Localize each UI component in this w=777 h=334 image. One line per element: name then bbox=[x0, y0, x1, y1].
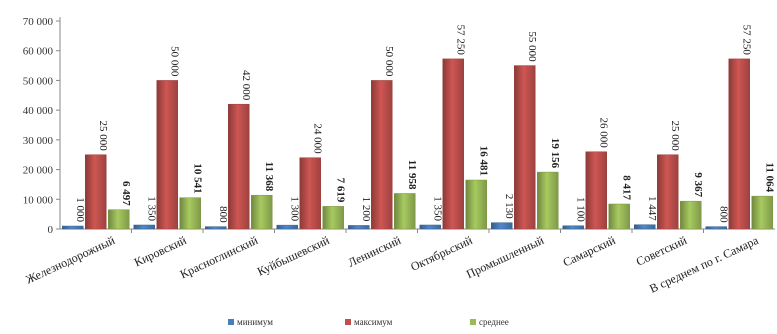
bar-maximum bbox=[371, 80, 393, 230]
data-label: 1 100 bbox=[574, 197, 586, 222]
bar-maximum bbox=[85, 154, 107, 230]
data-label: 1 350 bbox=[145, 196, 157, 221]
data-label: 25 000 bbox=[669, 120, 681, 151]
y-tick-label: 60 000 bbox=[23, 46, 54, 58]
y-tick-label: 50 000 bbox=[23, 75, 54, 87]
category-labels-layer: Железнодорожный КировскийКрасноглинскийКу… bbox=[23, 233, 761, 296]
data-label: 7 619 bbox=[334, 178, 346, 203]
bar-average bbox=[394, 193, 416, 230]
category-label: Ленинский bbox=[346, 233, 404, 270]
bar-average bbox=[465, 179, 487, 230]
data-label: 1 000 bbox=[74, 197, 86, 222]
data-label: 9 367 bbox=[692, 172, 704, 197]
category-label: Куйбышевский bbox=[255, 233, 332, 279]
legend-swatch bbox=[470, 319, 476, 325]
data-label: 800 bbox=[717, 206, 729, 223]
data-label: 57 250 bbox=[454, 25, 466, 56]
bar-average bbox=[680, 200, 702, 230]
bar-maximum bbox=[156, 80, 178, 230]
bar-maximum bbox=[514, 65, 536, 230]
bar-average bbox=[108, 209, 130, 230]
data-labels-layer: 1 000 25 000 6 497 1 350 50 000 10 541 800 42 0… bbox=[74, 25, 776, 223]
category-label: Советский bbox=[634, 233, 690, 269]
data-label: 16 481 bbox=[477, 146, 489, 176]
data-label: 1 300 bbox=[288, 196, 300, 221]
category-label: Железнодорожный bbox=[23, 233, 117, 287]
bars-layer bbox=[62, 58, 773, 230]
bar-minimum bbox=[491, 222, 513, 230]
y-tick-label: 20 000 bbox=[23, 165, 54, 177]
bar-average bbox=[322, 206, 344, 230]
bar-minimum bbox=[205, 226, 227, 230]
bar-maximum bbox=[228, 103, 250, 230]
y-tick-label: 40 000 bbox=[23, 105, 54, 117]
axis-layer: 0 10 000 20 000 30 000 40 000 50 000 60 000 70 … bbox=[23, 16, 775, 236]
bar-maximum bbox=[657, 154, 679, 230]
legend-swatch bbox=[228, 319, 234, 325]
legend-label: минимум bbox=[237, 317, 273, 327]
legend: минимум максимум среднее bbox=[228, 317, 509, 327]
bar-minimum bbox=[634, 224, 656, 230]
data-label: 1 447 bbox=[646, 196, 658, 221]
data-label: 26 000 bbox=[597, 117, 609, 148]
data-label: 19 156 bbox=[549, 138, 561, 169]
bar-minimum bbox=[562, 225, 584, 230]
bar-average bbox=[751, 195, 773, 230]
data-label: 1 200 bbox=[360, 197, 372, 222]
data-label: 800 bbox=[217, 206, 229, 223]
bar-average bbox=[179, 197, 201, 230]
bar-maximum bbox=[442, 58, 464, 230]
data-label: 11 368 bbox=[263, 162, 275, 192]
data-label: 8 417 bbox=[620, 175, 632, 200]
data-label: 25 000 bbox=[97, 120, 109, 151]
data-label: 55 000 bbox=[526, 31, 538, 62]
data-label: 57 250 bbox=[740, 25, 752, 56]
bar-minimum bbox=[419, 224, 441, 230]
y-tick-label: 30 000 bbox=[23, 135, 54, 147]
bar-maximum bbox=[299, 157, 321, 230]
bar-minimum bbox=[705, 226, 727, 230]
data-label: 6 497 bbox=[120, 181, 132, 206]
category-label: Промышленный bbox=[464, 233, 547, 281]
category-label: Самарский bbox=[561, 233, 618, 270]
data-label: 24 000 bbox=[311, 123, 323, 154]
bar-average bbox=[251, 194, 273, 230]
category-label: Кировский bbox=[132, 233, 189, 270]
legend-swatch bbox=[345, 319, 351, 325]
data-label: 2 130 bbox=[503, 194, 515, 219]
data-label: 1 350 bbox=[431, 196, 443, 221]
data-label: 11 958 bbox=[406, 160, 418, 190]
data-label: 50 000 bbox=[168, 46, 180, 77]
legend-label: среднее bbox=[479, 317, 509, 327]
bar-average bbox=[537, 171, 559, 230]
bar-minimum bbox=[133, 224, 155, 230]
y-tick-label: 0 bbox=[48, 224, 54, 236]
y-tick-label: 70 000 bbox=[23, 16, 54, 28]
bar-average bbox=[608, 203, 630, 230]
legend-label: максимум bbox=[354, 317, 393, 327]
data-label: 10 541 bbox=[191, 163, 203, 193]
bar-maximum bbox=[728, 58, 750, 230]
bar-minimum bbox=[62, 225, 84, 230]
bar-minimum bbox=[276, 224, 298, 230]
category-label: Красноглинский bbox=[178, 233, 261, 282]
data-label: 11 064 bbox=[763, 162, 775, 192]
bar-maximum bbox=[585, 151, 607, 230]
y-tick-label: 10 000 bbox=[23, 194, 54, 206]
data-label: 50 000 bbox=[383, 46, 395, 77]
data-label: 42 000 bbox=[240, 70, 252, 101]
bar-minimum bbox=[348, 225, 370, 230]
